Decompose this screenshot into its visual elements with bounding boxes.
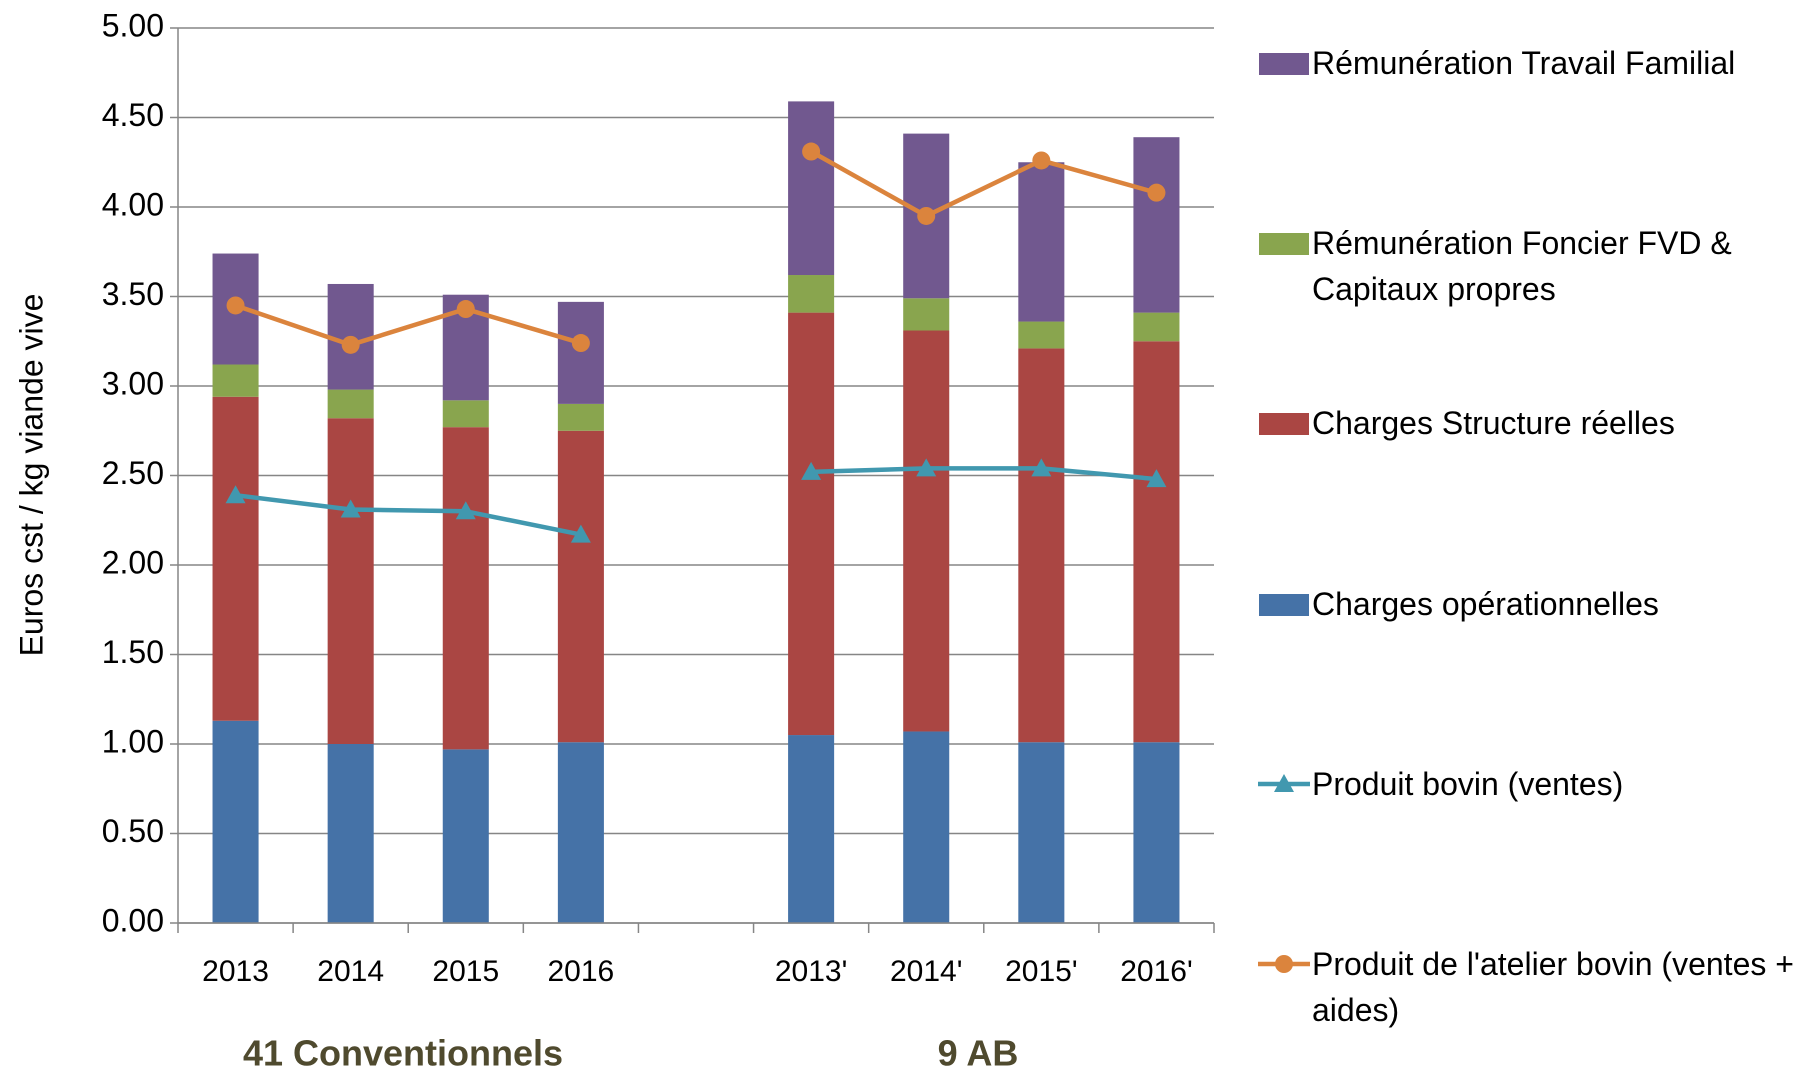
line-marker (916, 458, 937, 477)
group-label: 41 Conventionnels (243, 1033, 563, 1074)
legend-swatch (1259, 53, 1309, 75)
legend-item: Rémunération Travail Familial (1256, 40, 1802, 86)
line-marker (1032, 151, 1051, 170)
bar-segment (903, 330, 950, 732)
legend-key (1259, 233, 1309, 256)
bar-segment (1018, 321, 1065, 349)
bar-segment (1133, 137, 1180, 313)
y-tick-label: 3.00 (102, 365, 164, 401)
bar-segment (212, 396, 259, 721)
bar-segment (557, 742, 604, 923)
line-marker (802, 142, 821, 161)
bar-segment (327, 389, 374, 419)
bar-segment (557, 403, 604, 431)
x-tick-label: 2014' (890, 955, 962, 988)
bar-segment (788, 275, 835, 313)
bar-segment (788, 735, 835, 923)
bar-segment (327, 744, 374, 923)
line-marker (225, 485, 246, 504)
line-marker (801, 461, 822, 480)
legend-label: Produit bovin (ventes) (1312, 765, 1624, 802)
line-marker (1031, 458, 1052, 477)
line-marker (455, 501, 476, 520)
y-tick-label: 0.00 (102, 902, 164, 938)
line-marker (917, 206, 936, 225)
bar-segment (1018, 742, 1065, 923)
legend-marker (1275, 955, 1293, 973)
x-tick-label: 2016' (1120, 955, 1192, 988)
bar-segment (212, 720, 259, 923)
legend-label: Rémunération Travail Familial (1312, 45, 1736, 81)
x-tick-label: 2013 (202, 955, 269, 988)
y-tick-label: 4.50 (102, 97, 164, 133)
legend-marker (1274, 773, 1294, 792)
bar-segment (327, 418, 374, 744)
legend-item: Charges Structure réelles (1256, 400, 1802, 446)
legend-swatch (1259, 233, 1309, 256)
x-tick-label: 2015 (432, 955, 499, 988)
legend-item: Produit de l'atelier bovin (ventes + aid… (1256, 941, 1802, 1033)
y-tick-label: 4.00 (102, 186, 164, 222)
bar-segment (442, 749, 489, 923)
legend-key (1258, 773, 1310, 792)
line-marker (456, 300, 475, 319)
legend-item: Charges opérationnelles (1256, 581, 1802, 627)
bar-segment (212, 364, 259, 397)
line-marker (570, 524, 591, 543)
legend-item: Rémunération Foncier FVD & Capitaux prop… (1256, 220, 1802, 312)
bar-segment (903, 731, 950, 923)
legend-swatch (1259, 413, 1309, 436)
x-tick-label: 2016 (548, 955, 615, 988)
bar-segment (442, 427, 489, 750)
bar-segment (557, 301, 604, 404)
y-tick-label: 2.50 (102, 455, 164, 491)
y-tick-label: 1.50 (102, 634, 164, 670)
legend-label: Charges Structure réelles (1312, 405, 1675, 442)
bar-segment (1133, 742, 1180, 923)
legend-label: Rémunération Foncier FVD & Capitaux prop… (1312, 225, 1732, 308)
legend-label: Charges opérationnelles (1312, 585, 1659, 622)
bar-segment (557, 430, 604, 743)
x-tick-label: 2013' (775, 955, 847, 988)
group-label: 9 AB (938, 1033, 1019, 1074)
bar-segment (788, 101, 835, 276)
legend-swatch (1259, 593, 1309, 616)
bar-segment (442, 400, 489, 428)
line (234, 149, 1158, 348)
bar-segment (788, 312, 835, 736)
y-axis-title: Euros cst / kg viande vive (13, 294, 49, 657)
bar-segment (903, 298, 950, 331)
x-tick-label: 2014 (317, 955, 384, 988)
y-tick-label: 5.00 (102, 7, 164, 43)
line (235, 466, 1157, 537)
y-tick-label: 3.50 (102, 276, 164, 312)
line-marker (571, 334, 590, 353)
legend-key (1259, 53, 1309, 75)
y-tick-label: 1.00 (102, 723, 164, 759)
line-marker (226, 296, 245, 315)
bar-segment (1133, 312, 1180, 342)
legend-key (1259, 413, 1309, 436)
line-marker (340, 499, 361, 518)
legend-key (1259, 593, 1309, 616)
y-tick-label: 2.00 (102, 544, 164, 580)
bar-segment (1133, 341, 1180, 743)
y-tick-label: 0.50 (102, 813, 164, 849)
line-marker (341, 335, 360, 354)
legend-label: Produit de l'atelier bovin (ventes + aid… (1312, 946, 1794, 1028)
line-marker (1146, 469, 1167, 488)
bar-segment (1018, 162, 1065, 322)
legend-item: Produit bovin (ventes) (1256, 761, 1802, 807)
x-tick-label: 2015' (1005, 955, 1077, 988)
legend-key (1258, 955, 1310, 973)
bar-segment (1018, 348, 1065, 743)
line-marker (1147, 183, 1166, 202)
